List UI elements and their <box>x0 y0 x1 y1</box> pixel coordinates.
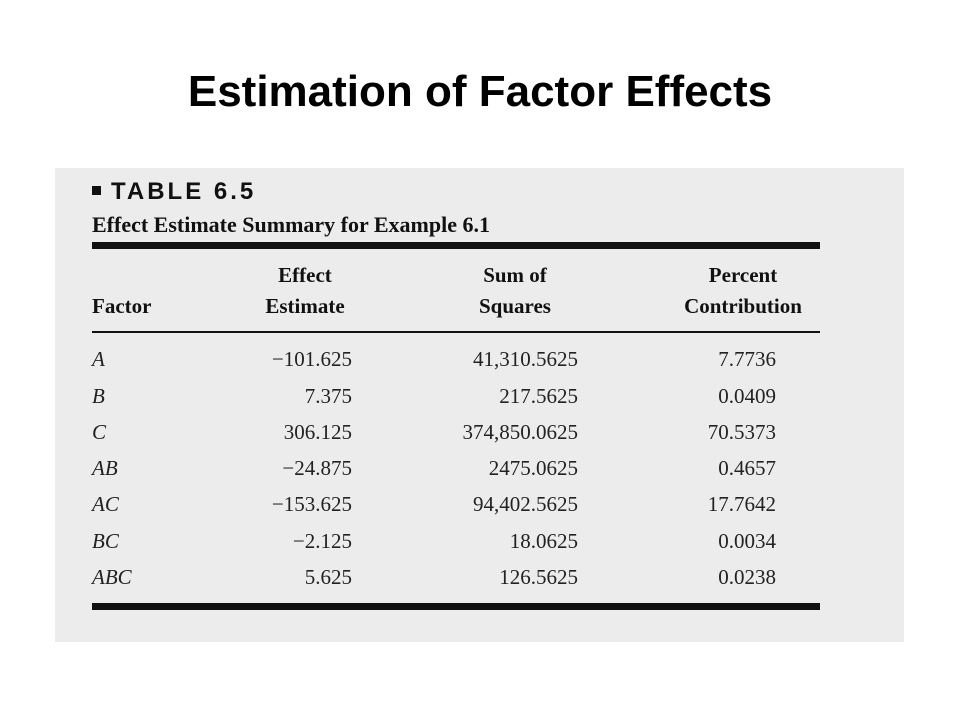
slide-title: Estimation of Factor Effects <box>187 67 773 116</box>
cell-effect: −101.625 <box>271 347 352 371</box>
table-header-rule <box>92 331 820 333</box>
cell-factor: BC <box>92 529 119 553</box>
cell-effect: −2.125 <box>292 529 352 553</box>
cell-pct: 0.4657 <box>718 456 776 480</box>
table-caption: Effect Estimate Summary for Example 6.1 <box>92 212 490 237</box>
cell-effect: 306.125 <box>283 420 352 444</box>
cell-ss: 126.5625 <box>499 565 578 589</box>
cell-ss: 2475.0625 <box>488 456 578 480</box>
cell-factor: AB <box>92 456 118 480</box>
cell-effect: 5.625 <box>304 565 352 589</box>
table-label-text: TABLE 6.5 <box>111 178 257 205</box>
table-top-rule <box>92 242 820 249</box>
cell-factor: A <box>92 347 105 371</box>
cell-effect: −153.625 <box>271 492 352 516</box>
table-bottom-rule <box>92 603 820 610</box>
cell-pct: 0.0034 <box>718 529 776 553</box>
cell-ss: 374,850.0625 <box>462 420 579 444</box>
cell-factor: AC <box>92 492 119 516</box>
bullet-square-icon <box>92 186 101 195</box>
cell-pct: 17.7642 <box>707 492 776 516</box>
cell-pct: 0.0238 <box>718 565 776 589</box>
cell-pct: 7.7736 <box>718 347 776 371</box>
header-ss-line2: Squares <box>479 294 551 318</box>
cell-factor: C <box>92 420 107 444</box>
cell-factor: B <box>92 384 105 408</box>
header-effect-line1: Effect <box>278 263 332 287</box>
cell-ss: 41,310.5625 <box>473 347 578 371</box>
header-ss-line1: Sum of <box>483 263 547 287</box>
cell-effect: 7.375 <box>304 384 352 408</box>
header-effect-line2: Estimate <box>265 294 345 318</box>
header-factor: Factor <box>92 294 152 318</box>
cell-ss: 217.5625 <box>499 384 578 408</box>
cell-ss: 94,402.5625 <box>473 492 578 516</box>
cell-pct: 70.5373 <box>707 420 776 444</box>
header-pct-line1: Percent <box>708 263 778 287</box>
table-label: TABLE 6.5 <box>92 177 256 207</box>
header-pct-line2: Contribution <box>684 294 802 318</box>
cell-pct: 0.0409 <box>718 384 776 408</box>
cell-factor: ABC <box>92 565 132 589</box>
cell-ss: 18.0625 <box>509 529 578 553</box>
cell-effect: −24.875 <box>282 456 352 480</box>
